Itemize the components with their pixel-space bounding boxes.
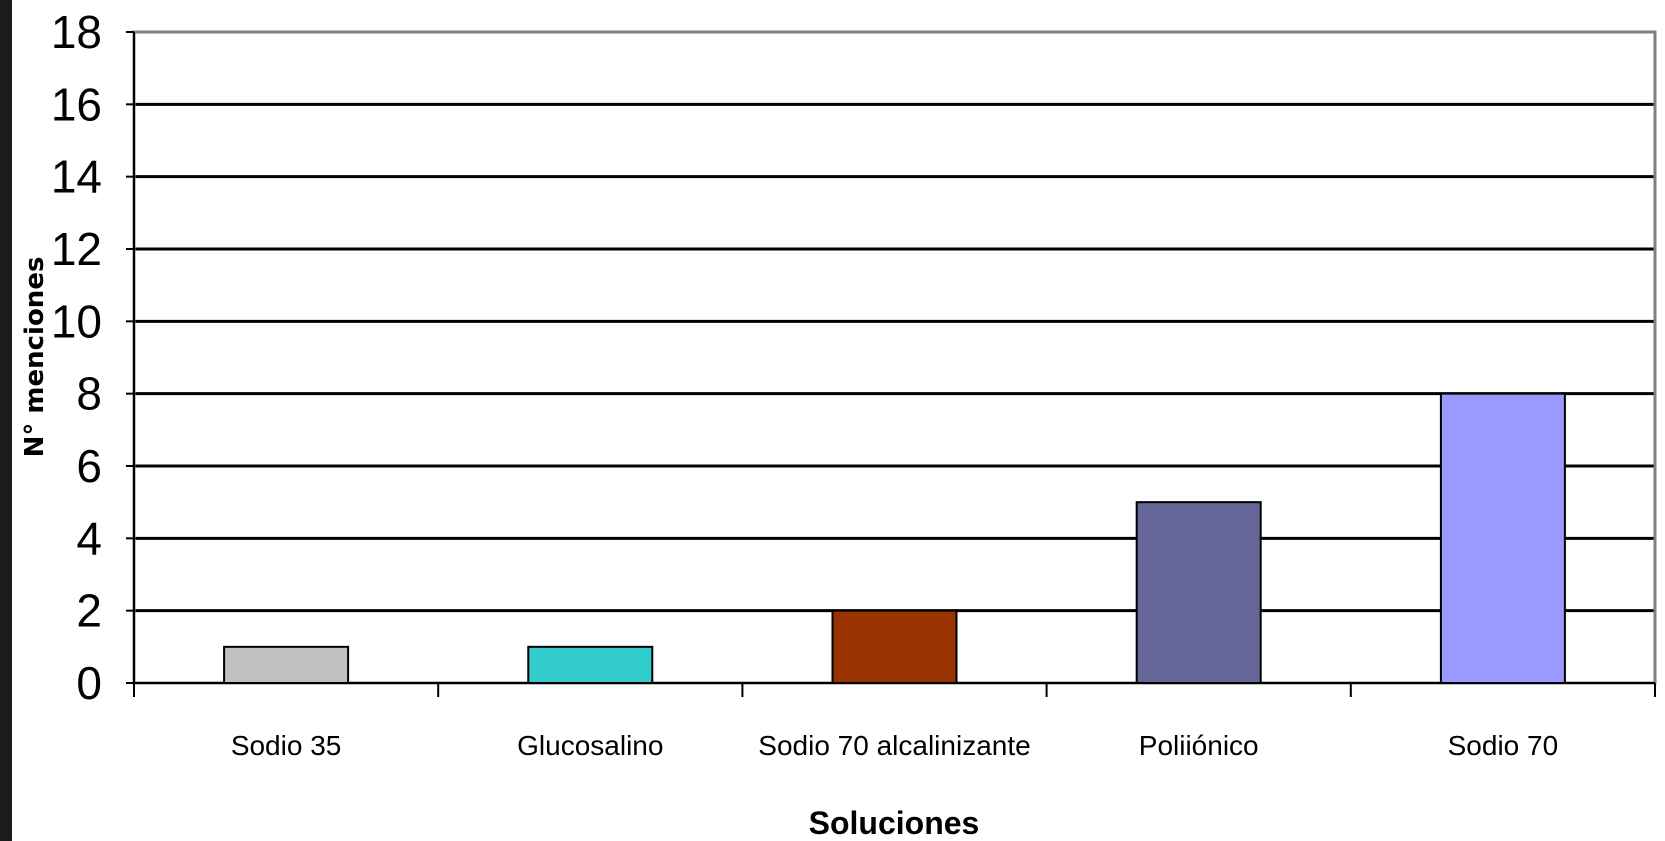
- bars: [223, 392, 1566, 685]
- x-axis-title: Soluciones: [809, 805, 980, 841]
- category-labels: Sodio 35 Glucosalino Sodio 70 alcalinizant…: [231, 730, 1558, 761]
- x-axis-ticks: [133, 683, 1656, 697]
- bar-sodio-70-alcalinizante: [831, 609, 958, 685]
- y-tick-label: 10: [51, 295, 102, 347]
- plot-area: [132, 30, 1657, 685]
- x-category-label: Poliiónico: [1139, 730, 1259, 761]
- x-category-label: Sodio 35: [231, 730, 342, 761]
- y-tick-label: 0: [76, 657, 102, 709]
- x-category-label: Sodio 70 alcalinizante: [758, 730, 1030, 761]
- y-tick-label: 2: [76, 585, 102, 637]
- gridlines: [134, 102, 1655, 613]
- y-tick-label: 14: [51, 151, 102, 203]
- y-tick-label: 18: [51, 6, 102, 58]
- bar-glucosalino: [527, 645, 654, 684]
- y-axis-ticks: 0 2 4 6 8 10 12 14 16 18: [51, 6, 134, 709]
- y-tick-label: 8: [76, 368, 102, 420]
- x-category-label: Glucosalino: [517, 730, 663, 761]
- bar-sodio-70: [1439, 392, 1566, 684]
- bar-polii-nico: [1135, 501, 1262, 684]
- bar-sodio-35: [223, 645, 350, 684]
- y-axis-title: N° menciones: [20, 257, 50, 458]
- y-tick-label: 4: [76, 512, 102, 564]
- y-tick-label: 16: [51, 78, 102, 130]
- y-tick-label: 12: [51, 223, 102, 275]
- x-category-label: Sodio 70: [1448, 730, 1559, 761]
- left-edge-strip: [0, 0, 12, 841]
- y-tick-label: 6: [76, 440, 102, 492]
